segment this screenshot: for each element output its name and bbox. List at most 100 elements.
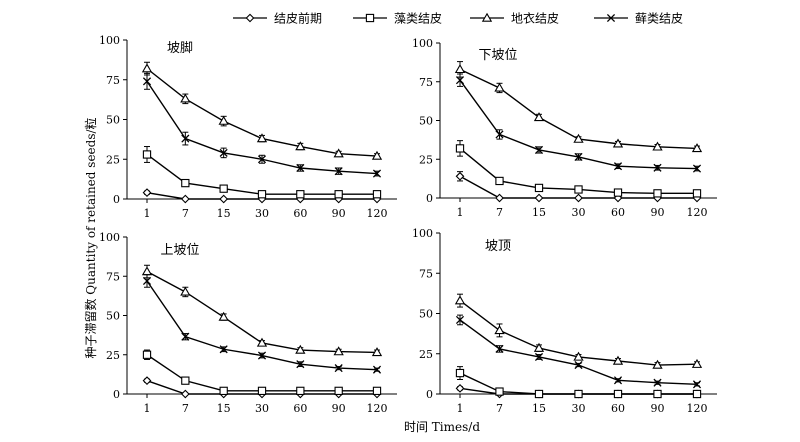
data-point: [495, 344, 504, 353]
data-point: [652, 141, 663, 151]
x-tick-label: 60: [293, 207, 307, 220]
data-point: [534, 183, 544, 193]
data-point: [573, 351, 584, 361]
data-point: [257, 386, 267, 396]
legend-label: 地衣结皮: [511, 11, 559, 26]
data-point: [613, 376, 623, 385]
marker-stroke: [653, 378, 662, 387]
y-tick-label: 100: [412, 37, 433, 50]
data-point: [613, 188, 623, 197]
x-tick-label: 7: [182, 402, 189, 415]
series: [455, 314, 702, 389]
y-tick-label: 75: [106, 270, 120, 283]
series: [455, 366, 702, 399]
data-point: [295, 344, 306, 354]
marker-stroke: [495, 344, 504, 353]
marker-stroke: [455, 315, 465, 324]
marker-stroke: [257, 351, 267, 360]
legend-marker: [606, 13, 616, 23]
data-point: [455, 383, 465, 393]
data-point: [142, 376, 152, 386]
data-point: [653, 389, 662, 399]
data-point: [180, 194, 190, 204]
series: [455, 73, 702, 173]
data-point: [141, 266, 153, 276]
legend-marker: [481, 12, 493, 22]
data-point: [612, 355, 624, 365]
data-point: [372, 365, 382, 374]
data-point: [692, 164, 702, 173]
legend-label: 结皮前期: [274, 11, 322, 26]
data-point: [180, 389, 190, 399]
data-point: [372, 190, 382, 199]
data-point: [574, 193, 583, 203]
data-point: [574, 185, 583, 194]
legend-label: 藻类结皮: [394, 12, 442, 26]
data-point: [495, 130, 504, 139]
data-point: [218, 115, 229, 125]
data-point: [296, 360, 305, 369]
series-line: [146, 68, 378, 157]
data-point: [495, 193, 504, 203]
y-tick-label: 75: [106, 74, 120, 87]
x-tick-label: 15: [217, 207, 231, 220]
x-tick-label: 30: [572, 206, 586, 219]
data-point: [142, 188, 152, 198]
data-point: [295, 141, 306, 151]
legend-item: 藓类结皮: [594, 12, 683, 26]
x-tick-label: 120: [367, 402, 388, 415]
data-point: [691, 358, 703, 368]
marker-stroke: [334, 167, 343, 176]
data-point: [256, 337, 268, 347]
x-tick-label: 60: [611, 402, 625, 415]
data-point: [296, 386, 305, 396]
marker-stroke: [534, 145, 544, 155]
marker-stroke: [455, 76, 465, 85]
data-point: [257, 190, 267, 199]
panel-title: 坡顶: [485, 239, 511, 254]
data-point: [141, 63, 153, 73]
x-tick-label: 30: [572, 402, 586, 415]
data-point: [296, 163, 305, 173]
legend-item: 地衣结皮: [470, 11, 559, 26]
data-point: [495, 387, 504, 396]
x-tick-label: 60: [293, 402, 307, 415]
data-point: [533, 342, 545, 352]
data-point: [181, 178, 190, 188]
series: [142, 146, 382, 199]
series: [142, 349, 382, 396]
x-axis-label: 时间 Times/d: [404, 420, 480, 434]
data-point: [142, 77, 152, 86]
data-point: [219, 148, 228, 157]
data-point: [574, 360, 583, 370]
data-point: [454, 64, 466, 74]
y-tick-label: 50: [419, 115, 433, 128]
data-point: [494, 82, 505, 92]
y-axis-label: 种子滞留数 Quantity of retained seeds/粒: [83, 117, 98, 358]
data-point: [219, 184, 228, 193]
x-tick-label: 60: [611, 206, 625, 219]
legend-marker: [365, 13, 375, 23]
chart-panel: 0 25 50 75 100 1 7 15 30 60 90 120 下坡位: [412, 37, 717, 219]
x-tick-label: 90: [332, 402, 346, 415]
legend-item: 藻类结皮: [353, 12, 442, 26]
data-point: [534, 352, 544, 362]
marker-stroke: [574, 360, 583, 370]
marker-stroke: [219, 345, 228, 354]
data-point: [334, 190, 343, 199]
y-tick-label: 100: [412, 227, 433, 240]
series: [455, 140, 702, 198]
y-tick-label: 25: [106, 349, 120, 362]
data-point: [181, 134, 190, 143]
data-point: [495, 176, 504, 186]
series: [141, 264, 383, 357]
series: [142, 72, 382, 178]
x-tick-label: 15: [532, 206, 546, 219]
data-point: [574, 152, 583, 161]
data-point: [257, 351, 267, 360]
data-point: [142, 350, 152, 359]
marker-stroke: [606, 13, 616, 23]
data-point: [180, 286, 191, 296]
